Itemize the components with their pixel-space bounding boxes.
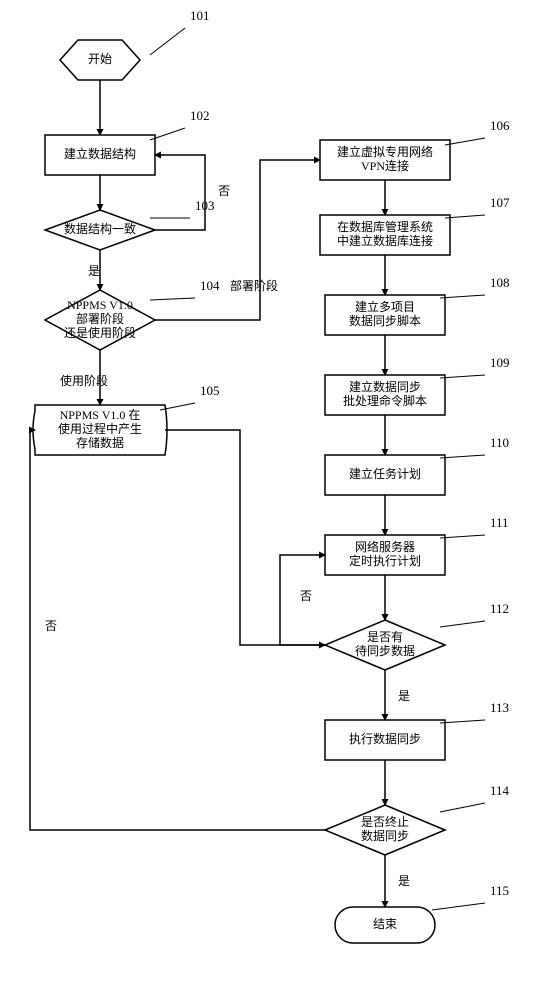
node-n112: 是否有待同步数据 bbox=[325, 620, 445, 670]
node-text: NPPMS V1.0 bbox=[67, 298, 133, 312]
callout-label: 104 bbox=[200, 278, 220, 293]
node-text: 数据同步脚本 bbox=[349, 313, 421, 328]
node-text: 网络服务器 bbox=[355, 539, 415, 554]
callout-leader bbox=[150, 28, 185, 55]
callout-label: 106 bbox=[490, 118, 510, 133]
node-text: 建立多项目 bbox=[355, 299, 415, 314]
node-text: 在数据库管理系统 bbox=[337, 219, 433, 234]
callout-label: 105 bbox=[200, 383, 220, 398]
node-text: 数据同步 bbox=[361, 828, 409, 843]
callout-leader bbox=[445, 138, 485, 145]
node-n110: 建立任务计划 bbox=[325, 455, 445, 495]
node-text: NPPMS V1.0 在 bbox=[60, 408, 141, 422]
node-text: 执行数据同步 bbox=[349, 731, 421, 746]
node-text: VPN连接 bbox=[361, 158, 409, 173]
node-n103: 数据结构一致 bbox=[45, 210, 155, 250]
node-n114: 是否终止数据同步 bbox=[325, 805, 445, 855]
node-text: 开始 bbox=[88, 52, 112, 66]
node-n101: 开始 bbox=[60, 40, 140, 80]
edge bbox=[155, 160, 320, 320]
edge-label: 否 bbox=[45, 619, 57, 633]
callout-leader bbox=[445, 215, 485, 218]
node-n104: NPPMS V1.0部署阶段还是使用阶段 bbox=[45, 290, 155, 350]
flowchart-diagram: 是否使用阶段部署阶段是否是否开始建立数据结构数据结构一致NPPMS V1.0部署… bbox=[0, 0, 556, 1000]
callout-label: 109 bbox=[490, 355, 510, 370]
node-n109: 建立数据同步批处理命令脚本 bbox=[325, 375, 445, 415]
edge-label: 是 bbox=[398, 689, 410, 703]
node-text: 是否有 bbox=[367, 630, 403, 644]
edge-label: 是 bbox=[398, 874, 410, 888]
callout-label: 103 bbox=[195, 198, 215, 213]
callout-leader bbox=[440, 621, 485, 627]
node-text: 部署阶段 bbox=[76, 311, 124, 326]
node-n107: 在数据库管理系统中建立数据库连接 bbox=[320, 215, 450, 255]
edge-label: 使用阶段 bbox=[60, 373, 108, 388]
node-text: 结束 bbox=[373, 917, 397, 931]
edge bbox=[165, 430, 325, 645]
callout-label: 114 bbox=[490, 783, 510, 798]
node-n105: NPPMS V1.0 在使用过程中产生存储数据 bbox=[33, 405, 167, 455]
callout-label: 112 bbox=[490, 601, 509, 616]
node-text: 建立数据结构 bbox=[64, 146, 136, 161]
callout-label: 115 bbox=[490, 883, 509, 898]
callout-label: 111 bbox=[490, 515, 509, 530]
node-n115: 结束 bbox=[335, 907, 435, 943]
callout-leader bbox=[440, 720, 485, 723]
node-text: 建立任务计划 bbox=[349, 466, 421, 481]
callout-label: 113 bbox=[490, 700, 509, 715]
node-n111: 网络服务器定时执行计划 bbox=[325, 535, 445, 575]
node-n102: 建立数据结构 bbox=[45, 135, 155, 175]
node-text: 中建立数据库连接 bbox=[337, 233, 433, 248]
edge-label: 部署阶段 bbox=[230, 278, 278, 293]
node-text: 待同步数据 bbox=[355, 643, 415, 658]
edge bbox=[155, 155, 205, 230]
node-text: 还是使用阶段 bbox=[64, 325, 136, 340]
node-n113: 执行数据同步 bbox=[325, 720, 445, 760]
node-text: 定时执行计划 bbox=[349, 553, 421, 568]
node-text: 使用过程中产生 bbox=[58, 421, 142, 436]
callout-leader bbox=[440, 803, 485, 812]
node-text: 是否终止 bbox=[361, 814, 409, 829]
node-n106: 建立虚拟专用网络VPN连接 bbox=[320, 140, 450, 180]
edge-label: 否 bbox=[300, 589, 312, 603]
callout-leader bbox=[150, 128, 185, 140]
callout-leader bbox=[440, 535, 485, 538]
callout-leader bbox=[440, 295, 485, 298]
callout-leader bbox=[150, 298, 195, 300]
callout-leader bbox=[432, 903, 485, 910]
callout-label: 108 bbox=[490, 275, 510, 290]
callout-label: 101 bbox=[190, 8, 210, 23]
callout-leader bbox=[440, 455, 485, 458]
callout-leader bbox=[440, 375, 485, 378]
callout-label: 102 bbox=[190, 108, 210, 123]
node-text: 存储数据 bbox=[76, 435, 124, 450]
callout-label: 107 bbox=[490, 195, 510, 210]
node-text: 建立数据同步 bbox=[349, 379, 421, 394]
edge-label: 否 bbox=[218, 184, 230, 198]
node-n108: 建立多项目数据同步脚本 bbox=[325, 295, 445, 335]
node-text: 数据结构一致 bbox=[64, 221, 136, 236]
edge-label: 是 bbox=[88, 264, 100, 278]
node-text: 批处理命令脚本 bbox=[343, 393, 427, 408]
node-text: 建立虚拟专用网络 bbox=[337, 144, 433, 159]
callout-label: 110 bbox=[490, 435, 509, 450]
